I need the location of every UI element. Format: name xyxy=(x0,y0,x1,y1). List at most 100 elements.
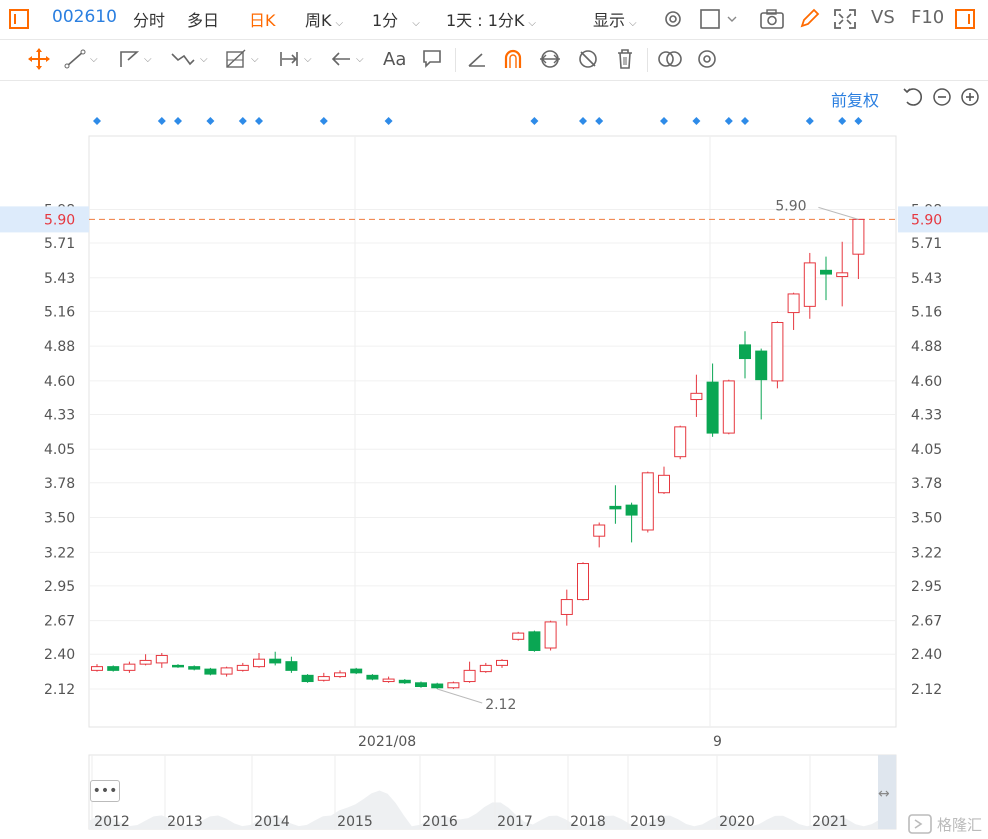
more-options-button[interactable]: ••• xyxy=(90,780,120,802)
period-select-label: 1天 : 1分K xyxy=(446,11,525,30)
candle-down xyxy=(398,679,411,684)
top-bar: 002610 分时 多日 日K 周K ⌵ 1分 ⌵ 1天 : 1分K ⌵ 显示 ⌵ VS… xyxy=(0,0,988,38)
pencil-icon[interactable] xyxy=(798,8,820,34)
event-marker-icon xyxy=(741,117,749,125)
comment-icon[interactable] xyxy=(421,48,443,70)
y-tick-label-left: 2.40 xyxy=(44,647,75,663)
y-tick-label-left: 5.71 xyxy=(44,236,75,252)
navigator-year-label: 2012 xyxy=(94,814,130,830)
gelonghui-logo: 格隆汇 xyxy=(907,813,982,835)
tab-1min[interactable]: 1分 ⌵ xyxy=(372,7,420,31)
event-marker-icon xyxy=(319,117,328,125)
y-tick-label-left: 5.16 xyxy=(44,304,75,320)
tab-1min-label: 1分 xyxy=(372,11,399,30)
fib-tool[interactable]: ⌵ xyxy=(225,48,259,70)
candle-down xyxy=(350,668,363,674)
price-tag-right xyxy=(898,206,988,233)
display-menu[interactable]: 显示 ⌵ xyxy=(593,7,637,31)
tab-multi-day[interactable]: 多日 xyxy=(187,11,220,30)
link-icon[interactable] xyxy=(538,48,562,70)
tab-daily-k[interactable]: 日K xyxy=(249,11,276,30)
candle-up xyxy=(787,293,800,314)
line-tool[interactable]: ⌵ xyxy=(64,48,98,70)
tab-fenshi[interactable]: 分时 xyxy=(133,11,166,30)
vs-button[interactable]: VS xyxy=(871,7,895,28)
chevron-down-icon: ⌵ xyxy=(335,18,344,29)
camera-icon[interactable] xyxy=(759,8,785,34)
candle-down xyxy=(107,666,120,671)
chevron-down-icon: ⌵ xyxy=(144,53,152,65)
chevron-down-icon: ⌵ xyxy=(251,53,259,65)
candle-down xyxy=(755,350,768,381)
navigator-year-label: 2017 xyxy=(497,814,533,830)
plot-frame xyxy=(88,135,897,728)
compare-icon[interactable] xyxy=(657,48,683,70)
range-tool[interactable]: ⌵ xyxy=(278,48,312,70)
tab-weekly-k-label: 周K xyxy=(305,11,332,30)
undo-icon[interactable] xyxy=(902,86,924,112)
candle-down xyxy=(820,269,832,275)
y-tick-label-right: 5.43 xyxy=(911,271,942,287)
candle-up xyxy=(722,380,735,434)
navigator-year-label: 2019 xyxy=(630,814,666,830)
candle-up xyxy=(803,262,816,307)
candle-up xyxy=(852,218,865,255)
candle-up xyxy=(155,654,168,664)
chevron-down-icon: ⌵ xyxy=(304,53,312,65)
hide-drawings-icon[interactable] xyxy=(577,48,599,70)
candle-up xyxy=(560,599,573,615)
candle-up xyxy=(317,676,330,681)
navigator-year-label: 2013 xyxy=(167,814,203,830)
candlestick-chart[interactable]: 5.985.985.905.905.715.715.435.435.165.16… xyxy=(0,80,988,839)
candle-up xyxy=(690,392,703,401)
toolbar-divider xyxy=(455,48,456,72)
zoom-in-icon[interactable] xyxy=(959,86,981,112)
magnet-icon[interactable] xyxy=(502,48,524,70)
y-tick-label-right: 4.05 xyxy=(911,442,942,458)
candle-down xyxy=(609,505,622,510)
event-marker-icon xyxy=(579,117,587,125)
zoom-out-icon[interactable] xyxy=(931,86,953,112)
candle-up xyxy=(496,659,508,666)
y-tick-label-left: 2.67 xyxy=(44,614,75,630)
tab-weekly-k[interactable]: 周K ⌵ xyxy=(305,7,343,31)
trash-icon[interactable] xyxy=(614,48,636,70)
event-marker-icon xyxy=(157,117,166,125)
candle-up xyxy=(334,672,346,678)
angle-tool[interactable] xyxy=(466,48,488,70)
fullscreen-icon[interactable] xyxy=(833,8,857,34)
window-select[interactable] xyxy=(700,8,740,34)
y-tick-label-right: 5.16 xyxy=(911,304,942,320)
period-select[interactable]: 1天 : 1分K ⌵ xyxy=(446,7,536,31)
candle-down xyxy=(366,674,379,680)
settings-icon[interactable] xyxy=(696,48,718,70)
arrow-tool[interactable]: ⌵ xyxy=(330,48,364,70)
candle-up xyxy=(447,682,460,689)
sidebar-toggle-icon[interactable] xyxy=(9,9,29,33)
y-tick-label-left: 3.50 xyxy=(44,511,75,527)
candle-up xyxy=(463,669,476,683)
x-tick-label: 9 xyxy=(713,734,722,750)
move-cross-icon[interactable] xyxy=(27,48,51,70)
y-tick-label-right: 5.71 xyxy=(911,236,942,252)
candle-up xyxy=(641,472,654,531)
event-marker-icon xyxy=(206,117,215,125)
event-marker-icon xyxy=(255,117,263,125)
polyline-tool[interactable]: ⌵ xyxy=(118,48,152,70)
navigator-year-label: 2018 xyxy=(570,814,606,830)
y-tick-label-right: 4.33 xyxy=(911,407,942,423)
gear-icon[interactable] xyxy=(662,8,684,34)
candle-down xyxy=(528,631,541,651)
navigator-year-label: 2016 xyxy=(422,814,458,830)
text-tool[interactable]: Aa xyxy=(383,48,407,70)
event-marker-icon xyxy=(838,117,847,125)
chevron-down-icon: ⌵ xyxy=(412,18,420,29)
wave-tool[interactable]: ⌵ xyxy=(170,48,208,70)
stock-code[interactable]: 002610 xyxy=(52,7,117,27)
adjust-mode-label[interactable]: 前复权 xyxy=(831,91,880,110)
panel-toggle-icon[interactable] xyxy=(955,9,975,33)
candle-down xyxy=(188,666,201,670)
min-price-label: 2.12 xyxy=(485,697,516,713)
f10-button[interactable]: F10 xyxy=(911,7,945,28)
max-price-label: 5.90 xyxy=(775,198,806,214)
